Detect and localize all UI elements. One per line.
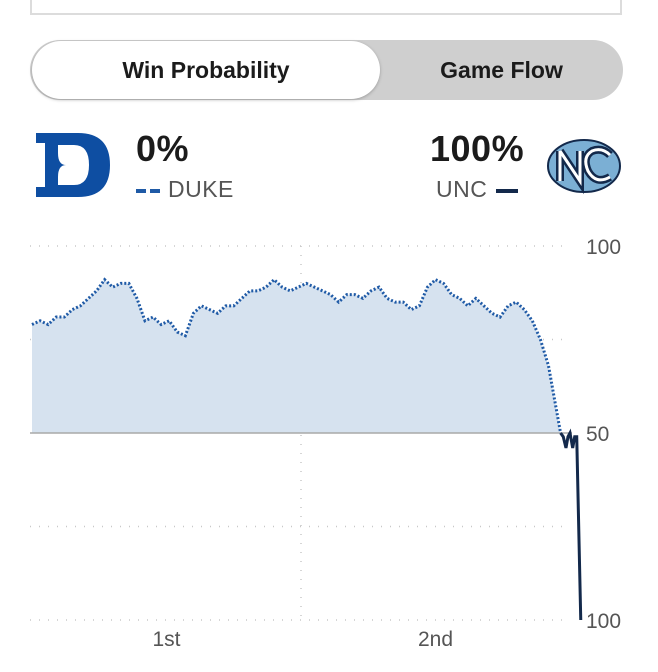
unc-team-name: UNC xyxy=(436,176,488,202)
chart-view-toggle: Win Probability Game Flow xyxy=(30,40,623,100)
top-divider xyxy=(30,13,622,15)
unc-legend-line xyxy=(496,189,518,193)
duke-probability-area xyxy=(32,279,561,433)
divider-tick-right xyxy=(620,0,622,15)
divider-tick-left xyxy=(30,0,32,15)
duke-win-probability: 0% xyxy=(136,128,190,169)
x-tick-label-2nd: 2nd xyxy=(418,628,453,650)
x-tick-label-1st: 1st xyxy=(152,628,180,650)
y-tick-label-bottom: 100 xyxy=(586,610,621,633)
duke-team-name: DUKE xyxy=(168,176,234,202)
unc-series-line xyxy=(559,428,583,621)
unc-nc-logo xyxy=(547,139,621,195)
duke-legend-dash xyxy=(136,189,160,193)
y-tick-label-mid: 50 xyxy=(586,423,609,446)
unc-win-probability: 100% xyxy=(430,128,525,169)
tab-win-probability[interactable]: Win Probability xyxy=(32,41,380,99)
y-tick-label-top: 100 xyxy=(586,236,621,259)
tab-game-flow[interactable]: Game Flow xyxy=(440,56,563,83)
duke-series-line xyxy=(31,277,563,434)
win-probability-chart: 100 50 100 1st 2nd xyxy=(30,236,621,650)
duke-d-logo xyxy=(36,133,110,197)
